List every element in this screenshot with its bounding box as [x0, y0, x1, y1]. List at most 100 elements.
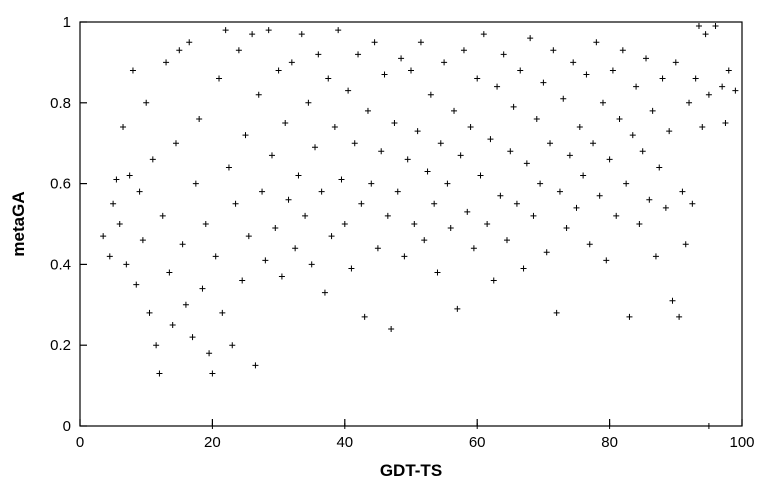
data-point — [719, 83, 726, 90]
data-point — [457, 152, 464, 159]
y-tick-label: 0 — [63, 418, 71, 435]
data-point — [553, 309, 560, 316]
data-point — [348, 265, 355, 272]
data-point — [345, 87, 352, 94]
data-point — [163, 59, 170, 66]
data-point — [563, 225, 570, 232]
data-point — [219, 309, 226, 316]
data-point — [530, 212, 537, 219]
data-point — [540, 79, 547, 86]
data-point — [679, 188, 686, 195]
data-point — [474, 75, 481, 82]
data-point — [520, 265, 527, 272]
data-point — [355, 51, 362, 58]
data-point — [288, 59, 295, 66]
data-point — [212, 253, 219, 260]
data-point — [603, 257, 610, 264]
y-tick-label: 0.4 — [50, 256, 71, 273]
data-point — [394, 188, 401, 195]
points-layer — [100, 23, 739, 429]
data-point — [695, 23, 702, 30]
data-point — [149, 156, 156, 163]
data-point — [434, 269, 441, 276]
data-point — [411, 221, 418, 227]
data-point — [705, 91, 712, 98]
data-point — [623, 180, 630, 187]
data-point — [282, 120, 289, 126]
data-point — [503, 237, 510, 244]
data-point — [272, 225, 279, 232]
data-point — [252, 362, 259, 369]
data-point — [292, 245, 299, 252]
data-point — [669, 297, 676, 304]
data-point — [186, 39, 193, 46]
data-point — [166, 269, 173, 276]
y-tick-label: 0.8 — [50, 95, 71, 112]
data-point — [666, 128, 673, 135]
data-point — [510, 103, 517, 110]
data-point — [156, 370, 163, 377]
data-point — [404, 156, 411, 163]
y-axis-title: metaGA — [9, 191, 28, 256]
data-point — [116, 221, 123, 227]
data-point — [656, 164, 663, 171]
data-point — [643, 55, 650, 62]
data-point — [454, 305, 461, 312]
data-point — [302, 212, 309, 219]
data-point — [358, 200, 365, 207]
data-point — [437, 140, 444, 147]
data-point — [692, 75, 699, 82]
data-point — [305, 99, 312, 106]
data-point — [547, 140, 554, 147]
data-point — [513, 200, 520, 207]
data-point — [255, 91, 262, 98]
data-point — [275, 67, 282, 74]
data-point — [444, 180, 451, 187]
x-tick-label: 40 — [336, 434, 353, 451]
data-point — [451, 107, 458, 114]
data-point — [216, 75, 223, 82]
x-axis: 0 20 40 60 80 100 — [76, 419, 755, 451]
x-tick-label: 20 — [204, 434, 221, 451]
data-point — [480, 31, 487, 38]
data-point — [308, 261, 315, 268]
data-point — [424, 168, 431, 175]
plot-area — [79, 21, 743, 429]
data-point — [239, 277, 246, 284]
data-point — [325, 75, 332, 82]
data-point — [172, 140, 179, 147]
data-point — [682, 241, 689, 248]
data-point — [636, 221, 643, 227]
data-point — [464, 208, 471, 215]
data-point — [527, 35, 534, 42]
data-point — [599, 99, 606, 106]
data-point — [500, 51, 507, 58]
data-point — [364, 107, 371, 114]
data-point — [295, 172, 302, 179]
data-point — [298, 31, 305, 38]
data-point — [206, 350, 213, 357]
data-point — [447, 225, 454, 232]
data-point — [176, 47, 183, 54]
data-point — [722, 120, 729, 126]
data-point — [414, 128, 421, 135]
data-point — [659, 75, 666, 82]
data-point — [278, 273, 285, 280]
data-point — [586, 241, 593, 248]
data-point — [484, 221, 491, 227]
data-point — [123, 261, 130, 268]
data-point — [381, 71, 388, 78]
data-point — [689, 200, 696, 207]
data-point — [312, 144, 319, 151]
data-point — [232, 200, 239, 207]
data-point — [315, 51, 322, 58]
data-point — [153, 342, 160, 349]
data-point — [249, 31, 256, 38]
data-point — [583, 71, 590, 78]
data-point — [725, 67, 732, 74]
data-point — [159, 212, 166, 219]
data-point — [106, 253, 113, 260]
y-tick-label: 0.2 — [50, 337, 71, 354]
data-point — [566, 152, 573, 159]
data-point — [341, 221, 348, 227]
